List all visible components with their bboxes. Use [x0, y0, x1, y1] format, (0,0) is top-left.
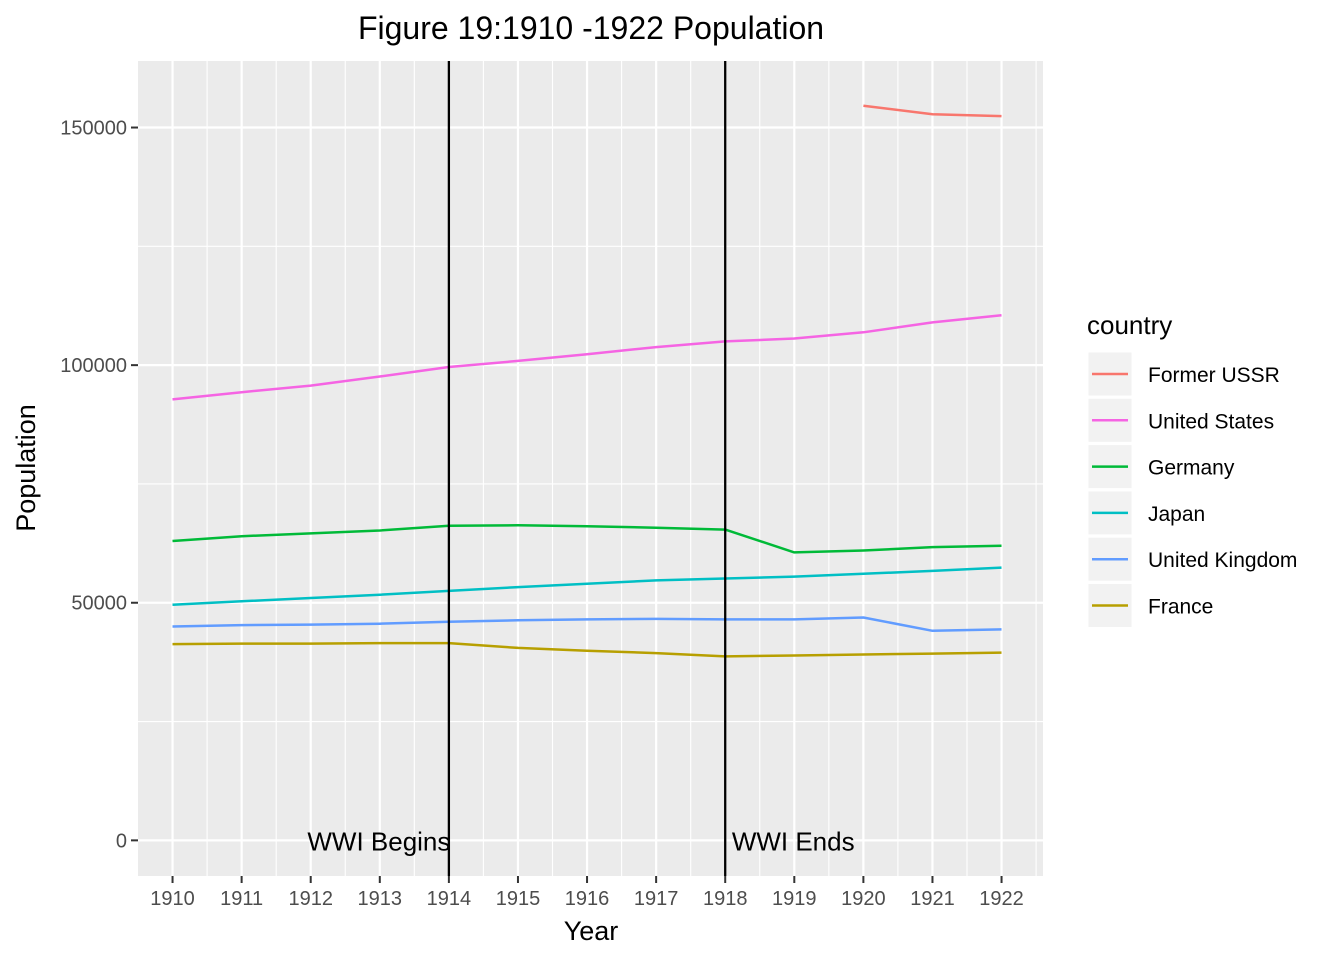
annotation-wwi-ends: WWI Ends [732, 826, 855, 856]
legend-label-france: France [1148, 596, 1213, 619]
x-tick-label: 1919 [772, 888, 817, 910]
y-tick-label: 100000 [60, 355, 127, 377]
legend-label-japan: Japan [1148, 503, 1205, 526]
y-tick-label: 50000 [71, 593, 127, 615]
x-tick-label: 1913 [358, 888, 403, 910]
series-line-united-states [172, 313, 1002, 401]
x-tick-label: 1920 [841, 888, 886, 910]
x-axis: 1910 1911 1912 1913 1914 1915 1916 1917 1918 1919… [150, 876, 1024, 910]
annotation-wwi-begins: WWI Begins [307, 826, 450, 856]
series-line-france [172, 641, 1002, 658]
series-line-former-ussr [863, 104, 1002, 118]
x-tick-label: 1922 [979, 888, 1024, 910]
minor-gridlines [138, 61, 1043, 876]
series-lines [172, 104, 1002, 658]
legend-label-united-kingdom: United Kingdom [1148, 549, 1297, 572]
x-tick-label: 1917 [634, 888, 679, 910]
legend-label-united-states: United States [1148, 410, 1274, 433]
series-line-united-kingdom [172, 616, 1002, 633]
x-tick-label: 1914 [427, 888, 472, 910]
x-tick-label: 1918 [703, 888, 748, 910]
x-tick-label: 1921 [910, 888, 955, 910]
y-tick-label: 150000 [60, 118, 127, 140]
x-tick-label: 1916 [565, 888, 610, 910]
x-tick-label: 1910 [150, 888, 195, 910]
legend: country Former USSR United States Germany J… [1087, 310, 1297, 628]
x-tick-label: 1912 [288, 888, 333, 910]
legend-title: country [1087, 310, 1172, 340]
y-axis-title: Population [11, 404, 41, 532]
plot-panel [138, 61, 1043, 876]
series-line-japan [172, 566, 1002, 606]
y-axis: 0 50000 100000 150000 [60, 118, 138, 852]
series-line-germany [172, 524, 1002, 554]
event-annotations: WWI Begins WWI Ends [307, 826, 854, 856]
x-axis-title: Year [564, 916, 619, 946]
event-lines [447, 61, 727, 876]
legend-label-former-ussr: Former USSR [1148, 364, 1280, 387]
x-tick-label: 1911 [220, 888, 263, 910]
legend-label-germany: Germany [1148, 457, 1235, 480]
chart-title: Figure 19:1910 -1922 Population [358, 10, 824, 46]
y-tick-label: 0 [116, 830, 127, 852]
x-tick-label: 1915 [496, 888, 541, 910]
